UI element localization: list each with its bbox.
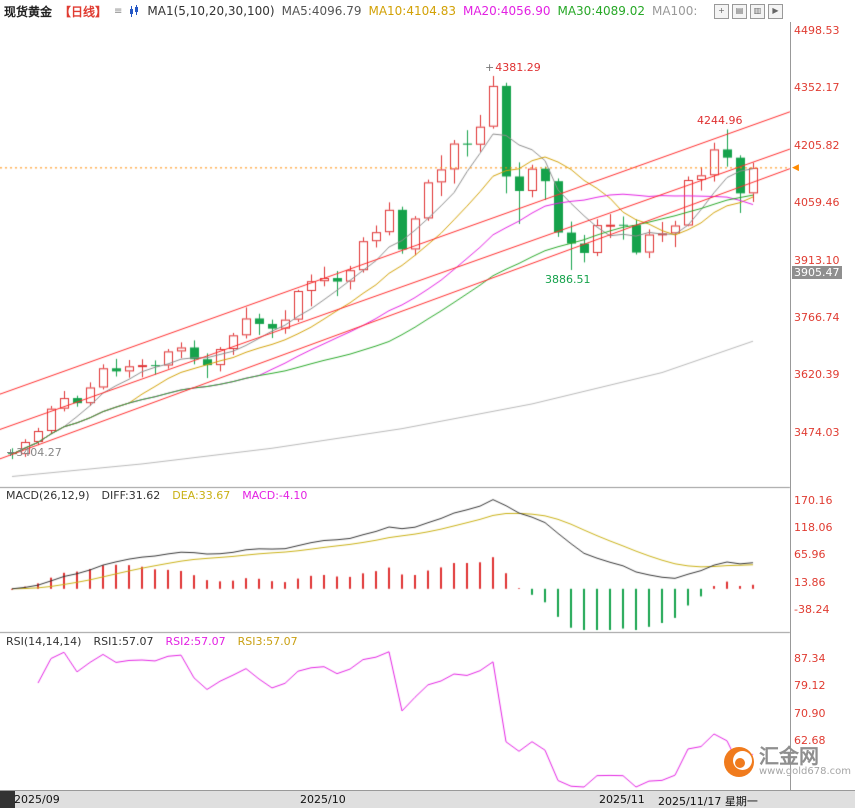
axis-label: 4498.53 [794, 24, 840, 37]
price-axis: 4498.53 4352.17 4205.82 4059.46 3913.10 3766.… [790, 0, 855, 790]
rsi3-value: RSI3:57.07 [237, 635, 298, 648]
current-price-marker: ◀ [792, 162, 799, 173]
grid-view-button[interactable]: ▤ [732, 4, 747, 19]
panel-layout-button[interactable]: ▥ [750, 4, 765, 19]
time-axis: 2025/09 2025/10 2025/11 2025/11/17 星期一 [0, 790, 855, 808]
watermark-name: 汇金网 [759, 744, 819, 768]
ma-settings-label: MA1(5,10,20,30,100) [147, 4, 275, 18]
axis-label: 3474.03 [794, 425, 840, 439]
axis-label: 70.90 [794, 706, 826, 720]
ma5-value: MA5:4096.79 [281, 4, 362, 18]
timeline-corner-button[interactable] [0, 791, 15, 808]
last-date-label: 2025/11/17 星期一 [658, 795, 758, 808]
gold678-logo-icon [724, 746, 754, 777]
axis-label: 13.86 [794, 575, 826, 589]
instrument-title: 现货黄金 [4, 4, 53, 19]
axis-price-badge: 3905.47 [792, 265, 842, 279]
zoom-in-button[interactable]: + [714, 4, 729, 19]
chart-canvas[interactable] [0, 0, 791, 790]
watermark-text: 汇金网 www.gold678.com [759, 746, 851, 777]
axis-label: 3620.39 [794, 368, 840, 382]
axis-label: 170.16 [794, 493, 833, 507]
macd-params-label: MACD(26,12,9) [6, 489, 90, 502]
macd-diff-value: DIFF:31.62 [101, 489, 161, 502]
ma100-value: MA100: [651, 4, 698, 18]
time-tick-label: 2025/09 [14, 793, 60, 806]
axis-label: 3913.10 [794, 253, 840, 267]
axis-label: 62.68 [794, 733, 826, 747]
axis-label: 3766.74 [794, 310, 840, 324]
axis-label: 4059.46 [794, 196, 840, 210]
axis-label: 65.96 [794, 548, 826, 562]
ma20-value: MA20:4056.90 [462, 4, 551, 18]
ma10-value: MA10:4104.83 [368, 4, 456, 18]
rsi-header: RSI(14,14,14) RSI1:57.07 RSI2:57.07 RSI3… [6, 635, 298, 648]
axis-label: 118.06 [794, 520, 833, 534]
watermark-url: www.gold678.com [759, 766, 852, 777]
play-forward-button[interactable]: ▶ [768, 4, 783, 19]
ma30-value: MA30:4089.02 [557, 4, 645, 18]
axis-label: 79.12 [794, 679, 826, 693]
rsi2-value: RSI2:57.07 [165, 635, 226, 648]
period-label: 【日线】 [59, 4, 108, 19]
chart-header: 现货黄金 【日线】 ≡ MA1(5,10,20,30,100) MA5:4096… [0, 0, 794, 22]
time-tick-label: 2025/11 [599, 793, 645, 806]
macd-hist-value: MACD:-4.10 [242, 489, 308, 502]
rsi1-value: RSI1:57.07 [93, 635, 154, 648]
axis-label: 4352.17 [794, 81, 840, 95]
instrument-menu-icon[interactable]: ≡ [114, 5, 123, 17]
time-tick-label: 2025/10 [300, 793, 346, 806]
watermark: 汇金网 www.gold678.com [724, 746, 851, 777]
axis-label: -38.24 [794, 602, 830, 616]
kline-icon [130, 4, 139, 17]
rsi-params-label: RSI(14,14,14) [6, 635, 82, 648]
macd-header: MACD(26,12,9) DIFF:31.62 DEA:33.67 MACD:… [6, 489, 307, 502]
macd-dea-value: DEA:33.67 [172, 489, 231, 502]
axis-label: 4205.82 [794, 138, 840, 152]
chart-toolbar: + ▤ ▥ ▶ [714, 4, 783, 19]
axis-label: 87.34 [794, 652, 826, 665]
